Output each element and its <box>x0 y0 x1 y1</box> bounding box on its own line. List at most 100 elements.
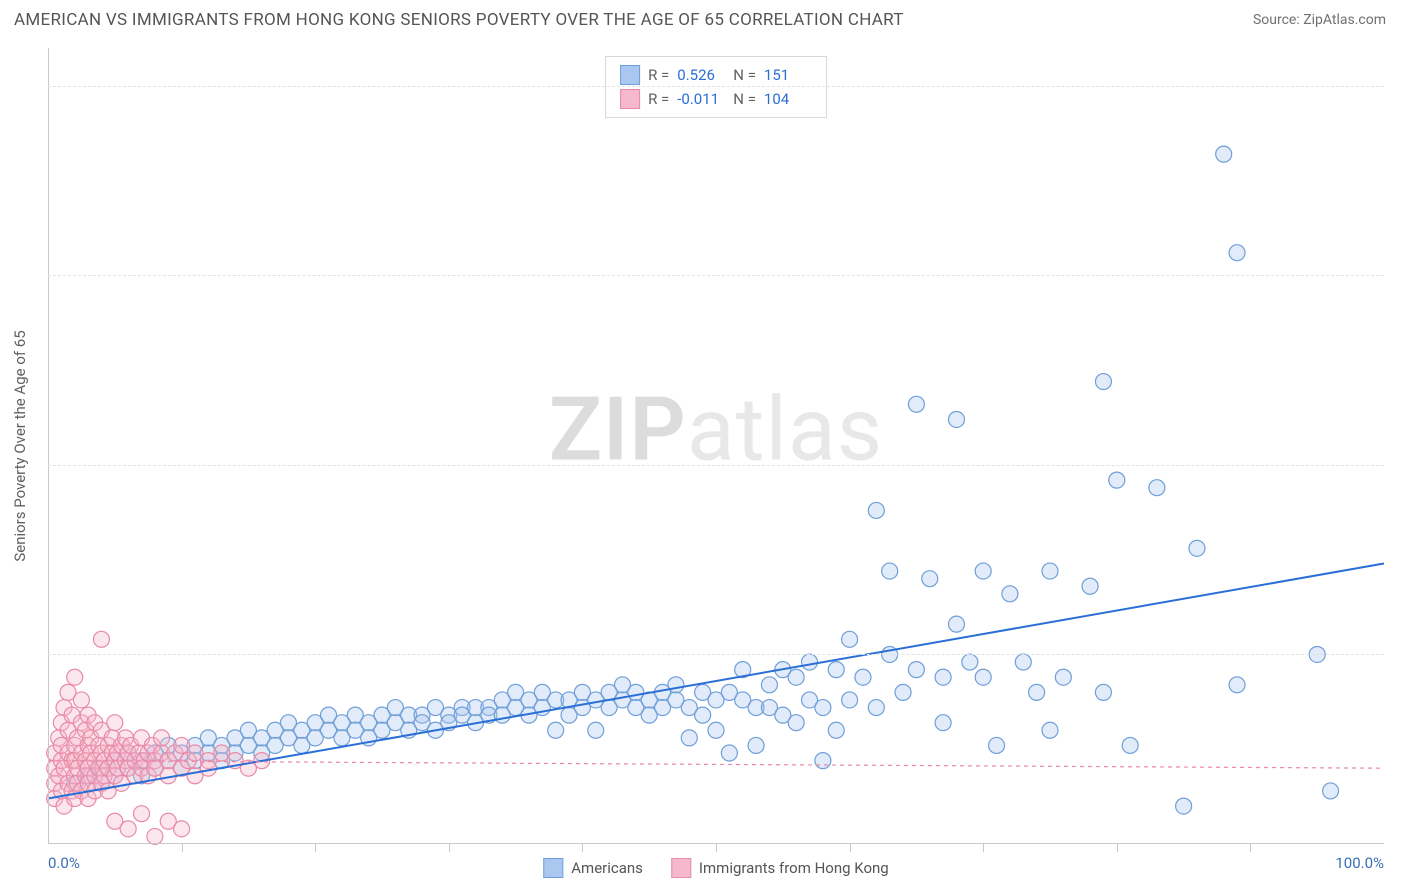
data-point <box>882 563 898 579</box>
x-tick <box>449 844 450 852</box>
gridline-y <box>48 86 1384 87</box>
stat-n-americans: 151 <box>764 63 812 87</box>
data-point <box>788 669 804 685</box>
data-point <box>1042 563 1058 579</box>
data-point <box>548 722 564 738</box>
legend-swatch-americans <box>543 858 563 878</box>
data-point <box>975 669 991 685</box>
legend-item-hk: Immigrants from Hong Kong <box>671 858 889 878</box>
data-point <box>1323 783 1339 799</box>
data-point <box>1216 146 1232 162</box>
legend-item-americans: Americans <box>543 858 643 878</box>
chart-area: Seniors Poverty Over the Age of 65 ZIPat… <box>48 48 1384 844</box>
x-tick <box>1250 844 1251 852</box>
chart-title: AMERICAN VS IMMIGRANTS FROM HONG KONG SE… <box>14 10 904 30</box>
stat-r-americans: 0.526 <box>677 63 725 87</box>
data-point <box>908 662 924 678</box>
data-point <box>908 396 924 412</box>
stats-row-hk: R = -0.011 N = 104 <box>620 87 812 111</box>
stats-row-americans: R = 0.526 N = 151 <box>620 63 812 87</box>
data-point <box>681 730 697 746</box>
swatch-hk <box>620 89 640 109</box>
data-point <box>1149 480 1165 496</box>
stat-n-label: N = <box>733 63 756 87</box>
data-point <box>668 677 684 693</box>
legend-label-americans: Americans <box>571 859 643 877</box>
swatch-americans <box>620 65 640 85</box>
data-point <box>748 737 764 753</box>
y-tick-label: 75.0% <box>1394 266 1406 284</box>
chart-source: Source: ZipAtlas.com <box>1253 12 1386 28</box>
x-tick <box>716 844 717 852</box>
chart-header: AMERICAN VS IMMIGRANTS FROM HONG KONG SE… <box>0 0 1406 38</box>
x-tick <box>850 844 851 852</box>
data-point <box>708 722 724 738</box>
data-point <box>1229 245 1245 261</box>
data-point <box>1176 798 1192 814</box>
y-tick-label: 50.0% <box>1394 456 1406 474</box>
data-point <box>935 715 951 731</box>
data-point <box>1015 654 1031 670</box>
data-point <box>1122 737 1138 753</box>
y-axis-label: Seniors Poverty Over the Age of 65 <box>11 330 29 561</box>
data-point <box>1095 374 1111 390</box>
data-point <box>1029 684 1045 700</box>
gridline-y <box>48 654 1384 655</box>
series-legend: Americans Immigrants from Hong Kong <box>543 858 888 878</box>
data-point <box>134 806 150 822</box>
data-point <box>174 821 190 837</box>
data-point <box>1055 669 1071 685</box>
data-point <box>975 563 991 579</box>
data-point <box>1002 586 1018 602</box>
data-point <box>721 745 737 761</box>
y-tick-label: 25.0% <box>1394 645 1406 663</box>
x-tick <box>983 844 984 852</box>
data-point <box>802 654 818 670</box>
stat-r-hk: -0.011 <box>677 87 725 111</box>
data-point <box>1189 540 1205 556</box>
stat-r-label2: R = <box>648 87 669 111</box>
data-point <box>788 715 804 731</box>
plot-svg <box>48 48 1384 844</box>
x-tick <box>315 844 316 852</box>
x-tick-label: 0.0% <box>48 854 80 872</box>
data-point <box>815 753 831 769</box>
stat-r-label: R = <box>648 63 669 87</box>
data-point <box>1229 677 1245 693</box>
data-point <box>868 502 884 518</box>
data-point <box>842 631 858 647</box>
stat-n-hk: 104 <box>764 87 812 111</box>
data-point <box>989 737 1005 753</box>
data-point <box>828 722 844 738</box>
data-point <box>761 677 777 693</box>
data-point <box>1082 578 1098 594</box>
stat-n-label2: N = <box>733 87 756 111</box>
data-point <box>695 707 711 723</box>
data-point <box>922 571 938 587</box>
gridline-y <box>48 465 1384 466</box>
data-point <box>948 616 964 632</box>
data-point <box>948 411 964 427</box>
data-point <box>120 821 136 837</box>
data-point <box>868 700 884 716</box>
x-tick <box>1117 844 1118 852</box>
x-tick <box>182 844 183 852</box>
y-tick-label: 100.0% <box>1394 77 1406 95</box>
legend-swatch-hk <box>671 858 691 878</box>
data-point <box>1095 684 1111 700</box>
gridline-y <box>48 275 1384 276</box>
y-axis-line <box>48 48 49 844</box>
data-point <box>828 662 844 678</box>
data-point <box>200 760 216 776</box>
data-point <box>73 692 89 708</box>
legend-label-hk: Immigrants from Hong Kong <box>699 859 889 877</box>
data-point <box>107 715 123 731</box>
data-point <box>67 669 83 685</box>
data-point <box>154 730 170 746</box>
data-point <box>1109 472 1125 488</box>
regression-line <box>48 564 1384 799</box>
x-tick <box>582 844 583 852</box>
data-point <box>962 654 978 670</box>
data-point <box>842 692 858 708</box>
plot-region: ZIPatlas R = 0.526 N = 151 R = -0.011 N … <box>48 48 1384 844</box>
